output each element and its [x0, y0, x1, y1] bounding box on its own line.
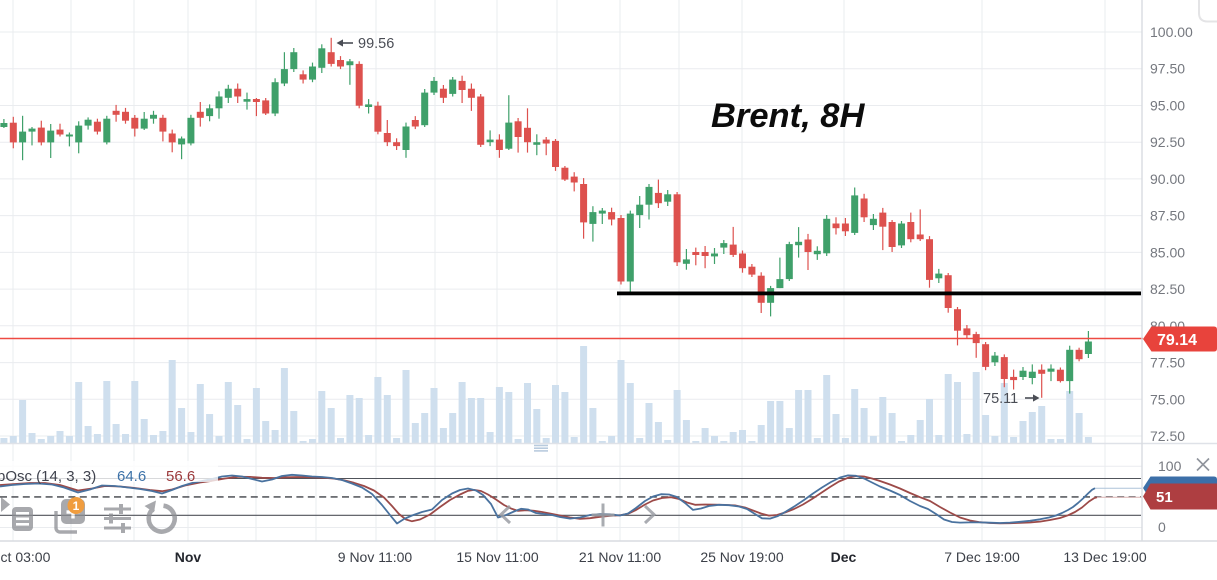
svg-text:Nov: Nov	[175, 549, 202, 565]
svg-text:pOsc (14, 3, 3): pOsc (14, 3, 3)	[0, 468, 96, 485]
svg-text:0: 0	[1158, 519, 1166, 535]
svg-text:90.00: 90.00	[1150, 171, 1185, 187]
svg-text:9 Nov 11:00: 9 Nov 11:00	[338, 549, 413, 565]
svg-text:25 Nov 19:00: 25 Nov 19:00	[700, 549, 783, 565]
svg-text:75.11: 75.11	[983, 391, 1018, 407]
svg-text:21 Nov 11:00: 21 Nov 11:00	[579, 549, 661, 565]
svg-text:99.56: 99.56	[358, 36, 394, 52]
svg-text:85.00: 85.00	[1150, 244, 1185, 260]
svg-text:75.00: 75.00	[1150, 391, 1185, 407]
svg-text:Dec: Dec	[831, 549, 857, 565]
svg-text:77.50: 77.50	[1150, 355, 1185, 371]
svg-text:95.00: 95.00	[1150, 98, 1185, 114]
svg-text:82.50: 82.50	[1150, 281, 1185, 297]
svg-text:Oct 03:00: Oct 03:00	[0, 549, 51, 565]
svg-text:56.6: 56.6	[166, 468, 195, 485]
svg-text:97.50: 97.50	[1150, 61, 1185, 77]
svg-text:92.50: 92.50	[1150, 134, 1185, 150]
svg-text:72.50: 72.50	[1150, 428, 1185, 444]
svg-text:15 Nov 11:00: 15 Nov 11:00	[456, 549, 538, 565]
svg-text:7 Dec 19:00: 7 Dec 19:00	[944, 549, 1020, 565]
svg-text:Brent, 8H: Brent, 8H	[711, 97, 865, 135]
svg-text:13 Dec 19:00: 13 Dec 19:00	[1063, 549, 1146, 565]
svg-text:64.6: 64.6	[117, 468, 146, 485]
svg-text:87.50: 87.50	[1150, 208, 1185, 224]
svg-text:1: 1	[73, 499, 80, 513]
svg-text:100: 100	[1158, 458, 1182, 474]
svg-text:79.14: 79.14	[1157, 332, 1197, 349]
svg-text:51: 51	[1156, 489, 1173, 506]
svg-text:100.00: 100.00	[1150, 24, 1193, 40]
